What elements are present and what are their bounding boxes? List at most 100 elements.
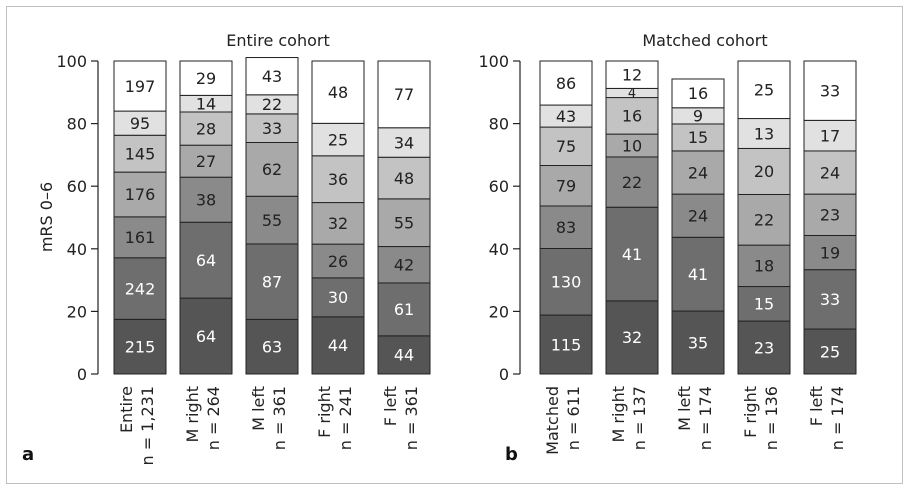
bar-segment (803, 328, 857, 375)
bar-segment (539, 314, 593, 375)
bar-segment (245, 195, 299, 245)
data-label: 29 (196, 69, 216, 88)
category-label: Entire (117, 386, 136, 433)
data-label: 25 (820, 342, 840, 361)
data-label: 35 (688, 333, 708, 352)
data-label: 22 (754, 211, 774, 230)
data-label: 44 (328, 336, 348, 355)
y-tick-label: 40 (67, 240, 87, 259)
bar-segment (179, 176, 233, 223)
bar-segment (311, 277, 365, 318)
data-label: 83 (556, 218, 576, 237)
bar-segment (311, 155, 365, 204)
data-label: 14 (196, 94, 216, 113)
data-label: 20 (754, 162, 774, 181)
bar-segment (605, 60, 659, 89)
data-label: 23 (820, 206, 840, 225)
y-tick-label: 80 (67, 115, 87, 134)
data-label: 33 (820, 290, 840, 309)
category-label: M right (609, 386, 628, 442)
data-label: 26 (328, 252, 348, 271)
category-n-label: n = 361 (270, 386, 289, 450)
data-label: 25 (754, 81, 774, 100)
bar-segment (113, 110, 167, 136)
data-label: 33 (820, 81, 840, 100)
data-label: 36 (328, 170, 348, 189)
bar-segment (737, 147, 791, 195)
y-tick-label: 80 (489, 115, 509, 134)
data-label: 145 (125, 144, 156, 163)
data-label: 176 (125, 185, 156, 204)
bar-segment (179, 144, 233, 178)
data-label: 197 (125, 77, 156, 96)
bar-segment (179, 297, 233, 375)
data-label: 15 (754, 295, 774, 314)
data-label: 61 (394, 300, 414, 319)
bar-segment (113, 134, 167, 173)
y-tick-label: 100 (478, 52, 509, 71)
bar-segment (377, 282, 431, 337)
bar-segment (311, 316, 365, 375)
bar-segment (671, 123, 725, 152)
category-label: F left (381, 386, 400, 426)
chart-title: Matched cohort (642, 31, 767, 50)
bar-segment (113, 60, 167, 112)
category-label: M right (183, 386, 202, 442)
bar-segment (179, 111, 233, 146)
data-label: 115 (551, 335, 582, 354)
data-label: 24 (688, 163, 708, 182)
category-label: F left (807, 386, 826, 426)
data-label: 23 (754, 338, 774, 357)
bar-segment (377, 127, 431, 158)
data-label: 17 (820, 126, 840, 145)
bar-segment (671, 78, 725, 109)
y-axis-label: mRS 0–6 (37, 182, 56, 252)
category-n-label: n = 264 (204, 386, 223, 450)
category-n-label: n = 241 (336, 386, 355, 450)
data-label: 18 (754, 257, 774, 276)
data-label: 28 (196, 119, 216, 138)
y-tick-label: 20 (489, 302, 509, 321)
data-label: 242 (125, 279, 156, 298)
bar-segment (245, 243, 299, 320)
data-label: 75 (556, 137, 576, 156)
data-label: 48 (328, 83, 348, 102)
y-tick-label: 20 (67, 302, 87, 321)
bar-segment (671, 236, 725, 312)
bar-segment (539, 126, 593, 167)
data-label: 44 (394, 346, 414, 365)
data-label: 32 (328, 214, 348, 233)
bar-segment (803, 269, 857, 330)
bar-segment (803, 119, 857, 152)
category-n-label: n = 174 (828, 386, 847, 450)
data-label: 43 (556, 107, 576, 126)
data-label: 77 (394, 85, 414, 104)
data-label: 42 (394, 256, 414, 275)
data-label: 24 (820, 163, 840, 182)
data-label: 41 (622, 245, 642, 264)
y-tick-label: 60 (67, 177, 87, 196)
bar-segment (311, 60, 365, 124)
bar-segment (179, 221, 233, 299)
category-label: M left (675, 386, 694, 431)
data-label: 63 (262, 337, 282, 356)
category-label: Matched (543, 386, 562, 455)
data-label: 30 (328, 288, 348, 307)
data-label: 34 (394, 133, 414, 152)
bar-segment (113, 257, 167, 320)
data-label: 48 (394, 169, 414, 188)
bar-segment (737, 193, 791, 246)
category-n-label: n = 611 (564, 386, 583, 450)
panel-label: b (505, 444, 518, 465)
data-label: 55 (394, 213, 414, 232)
data-label: 24 (688, 206, 708, 225)
data-label: 25 (328, 130, 348, 149)
data-label: 13 (754, 124, 774, 143)
data-label: 4 (628, 87, 636, 102)
data-label: 22 (262, 95, 282, 114)
category-label: F right (741, 386, 760, 438)
data-label: 87 (262, 272, 282, 291)
data-label: 43 (262, 67, 282, 86)
bar-segment (605, 156, 659, 208)
